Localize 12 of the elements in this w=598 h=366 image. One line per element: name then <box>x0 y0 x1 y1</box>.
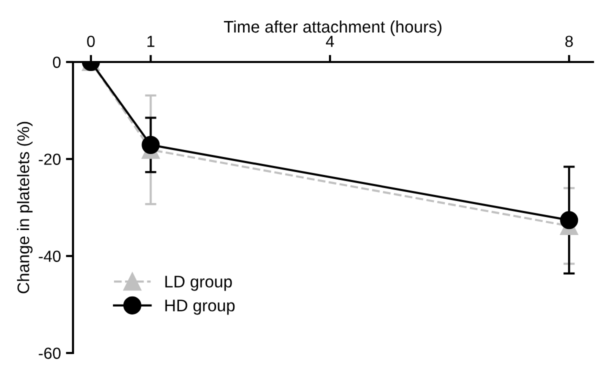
y-tick-label: -60 <box>38 348 61 359</box>
y-tick-label: 0 <box>52 56 61 68</box>
x-axis-title: Time after attachment (hours) <box>224 20 442 36</box>
x-tick-label: 8 <box>565 36 573 48</box>
y-axis-title: Change in platelets (%) <box>17 122 33 294</box>
x-tick-label: 1 <box>147 36 154 47</box>
legend-label: LD group <box>165 276 232 291</box>
y-tick-label: -40 <box>38 250 61 262</box>
x-tick-label: 4 <box>326 36 334 47</box>
y-tick-label: -20 <box>38 154 61 165</box>
x-tick-label: 0 <box>87 36 95 48</box>
legend-label: HD group <box>165 300 235 315</box>
